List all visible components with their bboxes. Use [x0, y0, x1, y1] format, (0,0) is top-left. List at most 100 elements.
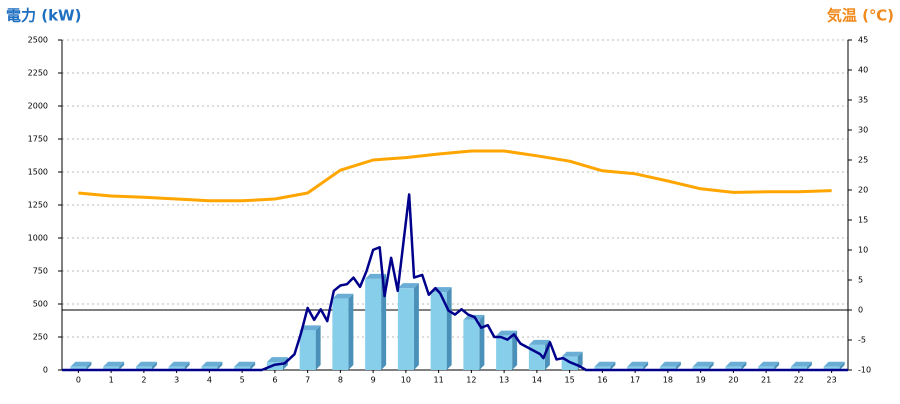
- x-tick-label: 15: [565, 376, 575, 385]
- x-tick-label: 20: [728, 376, 738, 385]
- bar: [168, 366, 185, 370]
- bar-side: [610, 361, 616, 370]
- bar-top: [659, 361, 681, 367]
- x-tick-label: 0: [76, 376, 81, 385]
- y-tick-label: 250: [33, 333, 48, 342]
- bar: [70, 366, 87, 370]
- x-tick-label: 1: [109, 376, 114, 385]
- bar-top: [103, 361, 125, 367]
- bar-side: [806, 361, 812, 370]
- bar-top: [758, 361, 780, 367]
- bar-side: [643, 361, 649, 370]
- x-tick-label: 23: [827, 376, 837, 385]
- x-tick-label: 6: [272, 376, 277, 385]
- x-tick-label: 3: [174, 376, 179, 385]
- x-tick-label: 12: [466, 376, 476, 385]
- x-tick-label: 19: [696, 376, 706, 385]
- bar-top: [299, 325, 321, 331]
- bar-top: [823, 361, 845, 367]
- bar-top: [397, 283, 419, 289]
- bar-side: [741, 361, 747, 370]
- y-tick-label: 1750: [28, 135, 48, 144]
- bar: [594, 366, 611, 370]
- x-tick-label: 11: [434, 376, 444, 385]
- bar: [790, 366, 807, 370]
- y2-tick-label: -5: [858, 336, 866, 345]
- bar-side: [86, 361, 92, 370]
- bar-top: [692, 361, 714, 367]
- bar: [135, 366, 152, 370]
- y-tick-label: 500: [33, 300, 48, 309]
- y-tick-label: 1250: [28, 201, 48, 210]
- bar-top: [70, 361, 92, 367]
- x-tick-label: 13: [499, 376, 509, 385]
- y2-tick-label: 5: [858, 276, 863, 285]
- bar: [725, 366, 742, 370]
- bar-top: [594, 361, 616, 367]
- y2-tick-label: 30: [858, 126, 868, 135]
- bar-side: [839, 361, 845, 370]
- y-axis-title: 電力 (kW): [6, 7, 81, 25]
- bar: [234, 366, 251, 370]
- x-tick-label: 10: [401, 376, 411, 385]
- bar: [463, 319, 480, 370]
- x-tick-label: 14: [532, 376, 542, 385]
- bar-side: [675, 361, 681, 370]
- y-tick-label: 2250: [28, 69, 48, 78]
- bar-side: [348, 293, 354, 370]
- bar-top: [234, 361, 256, 367]
- y-tick-label: 1500: [28, 168, 48, 177]
- y2-tick-label: 45: [858, 36, 868, 45]
- y-tick-label: 2000: [28, 102, 48, 111]
- bar: [332, 298, 349, 370]
- bar-side: [413, 283, 419, 370]
- power-line: [62, 193, 848, 372]
- bar-side: [315, 325, 321, 370]
- bar-side: [774, 361, 780, 370]
- y2-tick-label: 40: [858, 66, 868, 75]
- bar-top: [332, 293, 354, 299]
- bar-side: [446, 287, 452, 370]
- bar-top: [365, 273, 387, 279]
- bar: [103, 366, 120, 370]
- bar: [496, 335, 513, 370]
- x-tick-label: 4: [207, 376, 212, 385]
- bar-side: [479, 314, 485, 370]
- x-tick-label: 18: [663, 376, 673, 385]
- bar: [299, 330, 316, 370]
- bar-top: [528, 339, 550, 345]
- bar: [365, 278, 382, 370]
- bar-side: [250, 361, 256, 370]
- bar: [430, 292, 447, 370]
- bar: [823, 366, 840, 370]
- y2-tick-label: 35: [858, 96, 868, 105]
- bar: [692, 366, 709, 370]
- bar-top: [790, 361, 812, 367]
- bar-side: [151, 361, 157, 370]
- x-tick-label: 16: [597, 376, 607, 385]
- x-tick-label: 7: [305, 376, 310, 385]
- bar-top: [725, 361, 747, 367]
- y2-tick-label: 10: [858, 246, 868, 255]
- temperature-line: [78, 149, 832, 203]
- y2-tick-label: 25: [858, 156, 868, 165]
- y2-tick-label: 15: [858, 216, 868, 225]
- x-tick-label: 9: [371, 376, 376, 385]
- x-tick-label: 5: [240, 376, 245, 385]
- bar: [627, 366, 644, 370]
- y-tick-label: 2500: [28, 36, 48, 45]
- bar-top: [201, 361, 223, 367]
- y-tick-label: 1000: [28, 234, 48, 243]
- x-tick-label: 8: [338, 376, 343, 385]
- bar: [758, 366, 775, 370]
- x-tick-label: 2: [141, 376, 146, 385]
- bar-side: [708, 361, 714, 370]
- bar-top: [266, 357, 288, 363]
- y-tick-label: 0: [43, 366, 48, 375]
- y2-tick-label: 0: [858, 306, 863, 315]
- x-tick-label: 17: [630, 376, 640, 385]
- bar-side: [512, 330, 518, 370]
- bar-side: [217, 361, 223, 370]
- bar-top: [135, 361, 157, 367]
- bar-side: [119, 361, 125, 370]
